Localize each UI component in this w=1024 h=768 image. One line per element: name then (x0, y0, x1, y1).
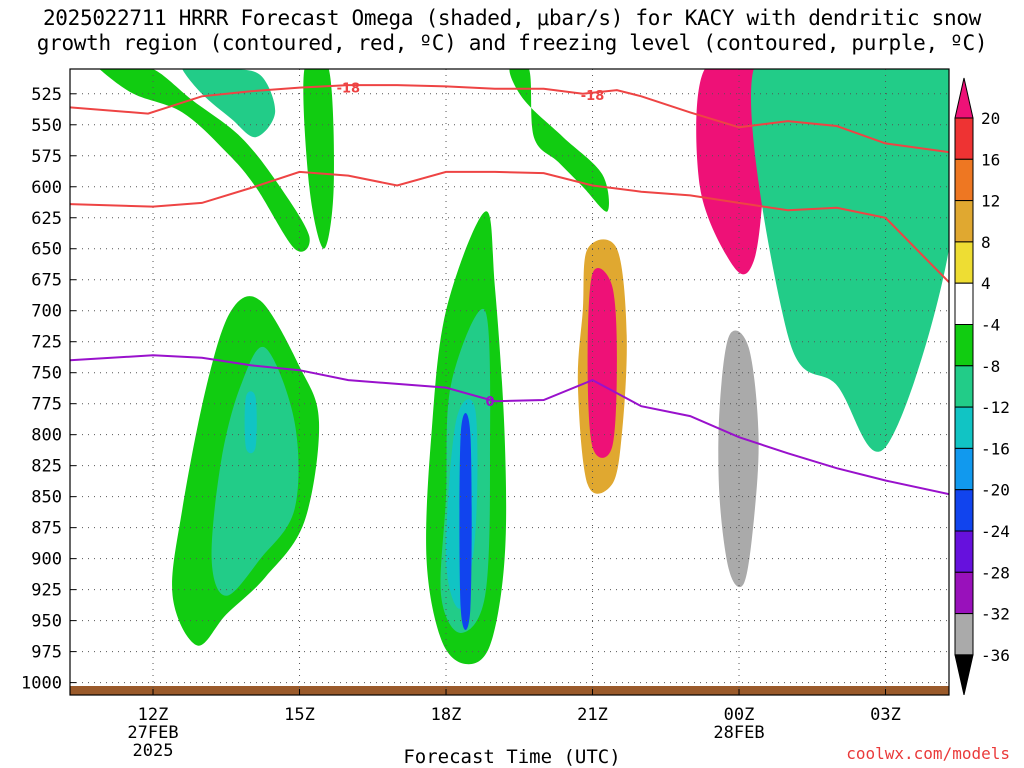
y-tick-label: 675 (31, 271, 62, 291)
colorbar-label: -20 (981, 481, 1010, 500)
y-tick-label: 1000 (21, 674, 62, 694)
x-tick-label: 00Z (724, 705, 755, 725)
colorbar-arrow-top (954, 77, 974, 119)
contour-label: -18 (337, 82, 361, 97)
x-axis-title: Forecast Time (UTC) (403, 746, 621, 768)
colorbar-label: -24 (981, 522, 1010, 541)
omega-region-8 (459, 413, 472, 630)
y-tick-label: 775 (31, 395, 62, 415)
omega-region-3 (211, 346, 299, 596)
ground-band (70, 686, 949, 695)
contour-label: -18 (581, 89, 605, 104)
contour-line-1 (70, 170, 949, 283)
colorbar-swatch (954, 282, 974, 326)
y-axis: 525 550 575 600 625 650 675 700 725 750 775 800 825 8… (21, 85, 76, 694)
y-tick-label: 925 (31, 581, 62, 601)
y-tick-label: 575 (31, 147, 62, 167)
omega-shading (99, 69, 949, 665)
y-tick-label: 950 (31, 612, 62, 632)
y-tick-label: 850 (31, 488, 62, 508)
y-tick-label: 550 (31, 116, 62, 136)
colorbar-label: -32 (981, 605, 1010, 624)
y-tick-label: 525 (31, 85, 62, 105)
colorbar-label: -8 (981, 357, 1000, 376)
credit-text: coolwx.com/models (846, 744, 1010, 763)
omega-region-10 (509, 69, 609, 212)
omega-region-14 (751, 69, 949, 452)
colorbar: 20 16 12 8 4 -4 -8 -12 -16 -20 -24 -28 -32 -36 (954, 77, 1010, 696)
colorbar-label: -12 (981, 398, 1010, 417)
colorbar-label: -28 (981, 563, 1010, 582)
omega-region-9 (303, 69, 334, 249)
colorbar-swatch (954, 200, 974, 243)
colorbar-label: -36 (981, 646, 1010, 665)
omega-region-15 (718, 330, 759, 588)
title-line-1: 2025022711 HRRR Forecast Omega (shaded, … (42, 6, 982, 30)
contour-line-0 (70, 84, 949, 154)
y-tick-label: 650 (31, 240, 62, 260)
colorbar-swatch (954, 530, 974, 573)
y-tick-label: 725 (31, 333, 62, 353)
colorbar-swatch (954, 241, 974, 284)
colorbar-swatch (954, 158, 974, 202)
colorbar-swatch (954, 489, 974, 532)
x-tick-label: 03Z (870, 705, 901, 725)
omega-region-12 (587, 267, 617, 458)
grid-lines (70, 69, 949, 695)
y-tick-label: 825 (31, 457, 62, 477)
colorbar-swatch (954, 117, 974, 160)
y-tick-label: 600 (31, 178, 62, 198)
y-tick-label: 800 (31, 426, 62, 446)
colorbar-swatch (954, 447, 974, 491)
colorbar-label: 12 (981, 192, 1000, 211)
contour-line-2 (70, 354, 949, 496)
x-tick-label: 21Z (577, 705, 608, 725)
contour-lines: -18 -18 0 (70, 82, 949, 496)
title-line-2: growth region (contoured, red, ºC) and f… (36, 31, 988, 55)
y-tick-label: 625 (31, 209, 62, 229)
omega-region-1 (182, 69, 276, 138)
colorbar-label: 8 (981, 233, 991, 252)
x-tick-date-label: 28FEB (713, 723, 764, 743)
x-tick-label: 12Z (138, 705, 169, 725)
colorbar-label: -16 (981, 439, 1010, 458)
contour-label: 0 (485, 395, 494, 410)
colorbar-label: 20 (981, 109, 1000, 128)
x-tick-label: 18Z (431, 705, 462, 725)
colorbar-swatch (954, 613, 974, 656)
y-tick-label: 700 (31, 302, 62, 322)
colorbar-label: 4 (981, 274, 991, 293)
colorbar-label: -4 (981, 316, 1000, 335)
omega-region-4 (244, 391, 257, 454)
colorbar-swatch (954, 571, 974, 615)
x-tick-date-label: 2025 (133, 741, 174, 761)
plot-frame (69, 68, 950, 696)
x-tick-label: 15Z (284, 705, 315, 725)
colorbar-swatch (954, 365, 974, 408)
omega-region-0 (99, 69, 310, 252)
x-tick-date-label: 27FEB (127, 723, 178, 743)
y-tick-label: 975 (31, 643, 62, 663)
y-tick-label: 900 (31, 550, 62, 570)
colorbar-label: 16 (981, 150, 1000, 169)
colorbar-swatch (954, 324, 974, 367)
colorbar-arrow-bottom (954, 654, 974, 696)
chart-title: 2025022711 HRRR Forecast Omega (shaded, … (0, 6, 1024, 56)
colorbar-swatch (954, 406, 974, 449)
y-tick-label: 875 (31, 519, 62, 539)
y-tick-label: 750 (31, 364, 62, 384)
